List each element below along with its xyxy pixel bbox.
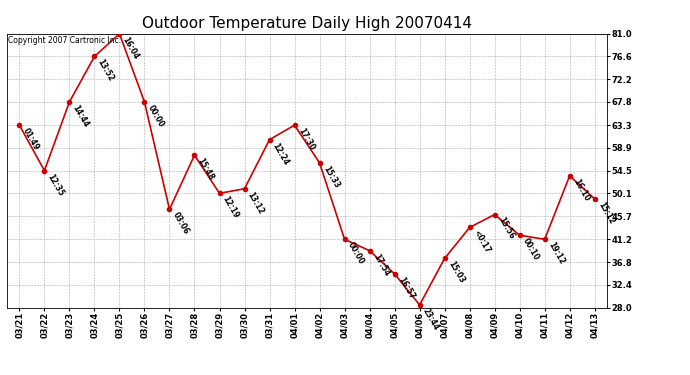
Text: 16:10: 16:10: [571, 177, 591, 203]
Text: 19:12: 19:12: [546, 241, 566, 266]
Text: 01:49: 01:49: [21, 126, 41, 152]
Text: 03:06: 03:06: [171, 211, 190, 236]
Text: 12:35: 12:35: [46, 172, 66, 197]
Text: Copyright 2007 Cartronic Inc.: Copyright 2007 Cartronic Inc.: [8, 36, 121, 45]
Text: 00:10: 00:10: [521, 237, 541, 262]
Title: Outdoor Temperature Daily High 20070414: Outdoor Temperature Daily High 20070414: [142, 16, 472, 31]
Text: 12:19: 12:19: [221, 195, 241, 220]
Text: 15:56: 15:56: [496, 216, 515, 241]
Text: 13:12: 13:12: [246, 190, 266, 216]
Text: 16:04: 16:04: [121, 35, 141, 60]
Text: 15:12: 15:12: [596, 200, 616, 226]
Text: 12:24: 12:24: [271, 141, 290, 166]
Text: 13:52: 13:52: [96, 58, 116, 83]
Text: <0:17: <0:17: [471, 229, 491, 255]
Text: 14:44: 14:44: [71, 104, 90, 129]
Text: 00:00: 00:00: [146, 104, 166, 129]
Text: 23:44: 23:44: [421, 306, 441, 332]
Text: 15:03: 15:03: [446, 260, 466, 285]
Text: 17:30: 17:30: [296, 126, 316, 152]
Text: 16:57: 16:57: [396, 275, 416, 301]
Text: 17:54: 17:54: [371, 252, 391, 278]
Text: 15:48: 15:48: [196, 156, 216, 182]
Text: 15:33: 15:33: [321, 164, 341, 189]
Text: 00:00: 00:00: [346, 241, 366, 266]
